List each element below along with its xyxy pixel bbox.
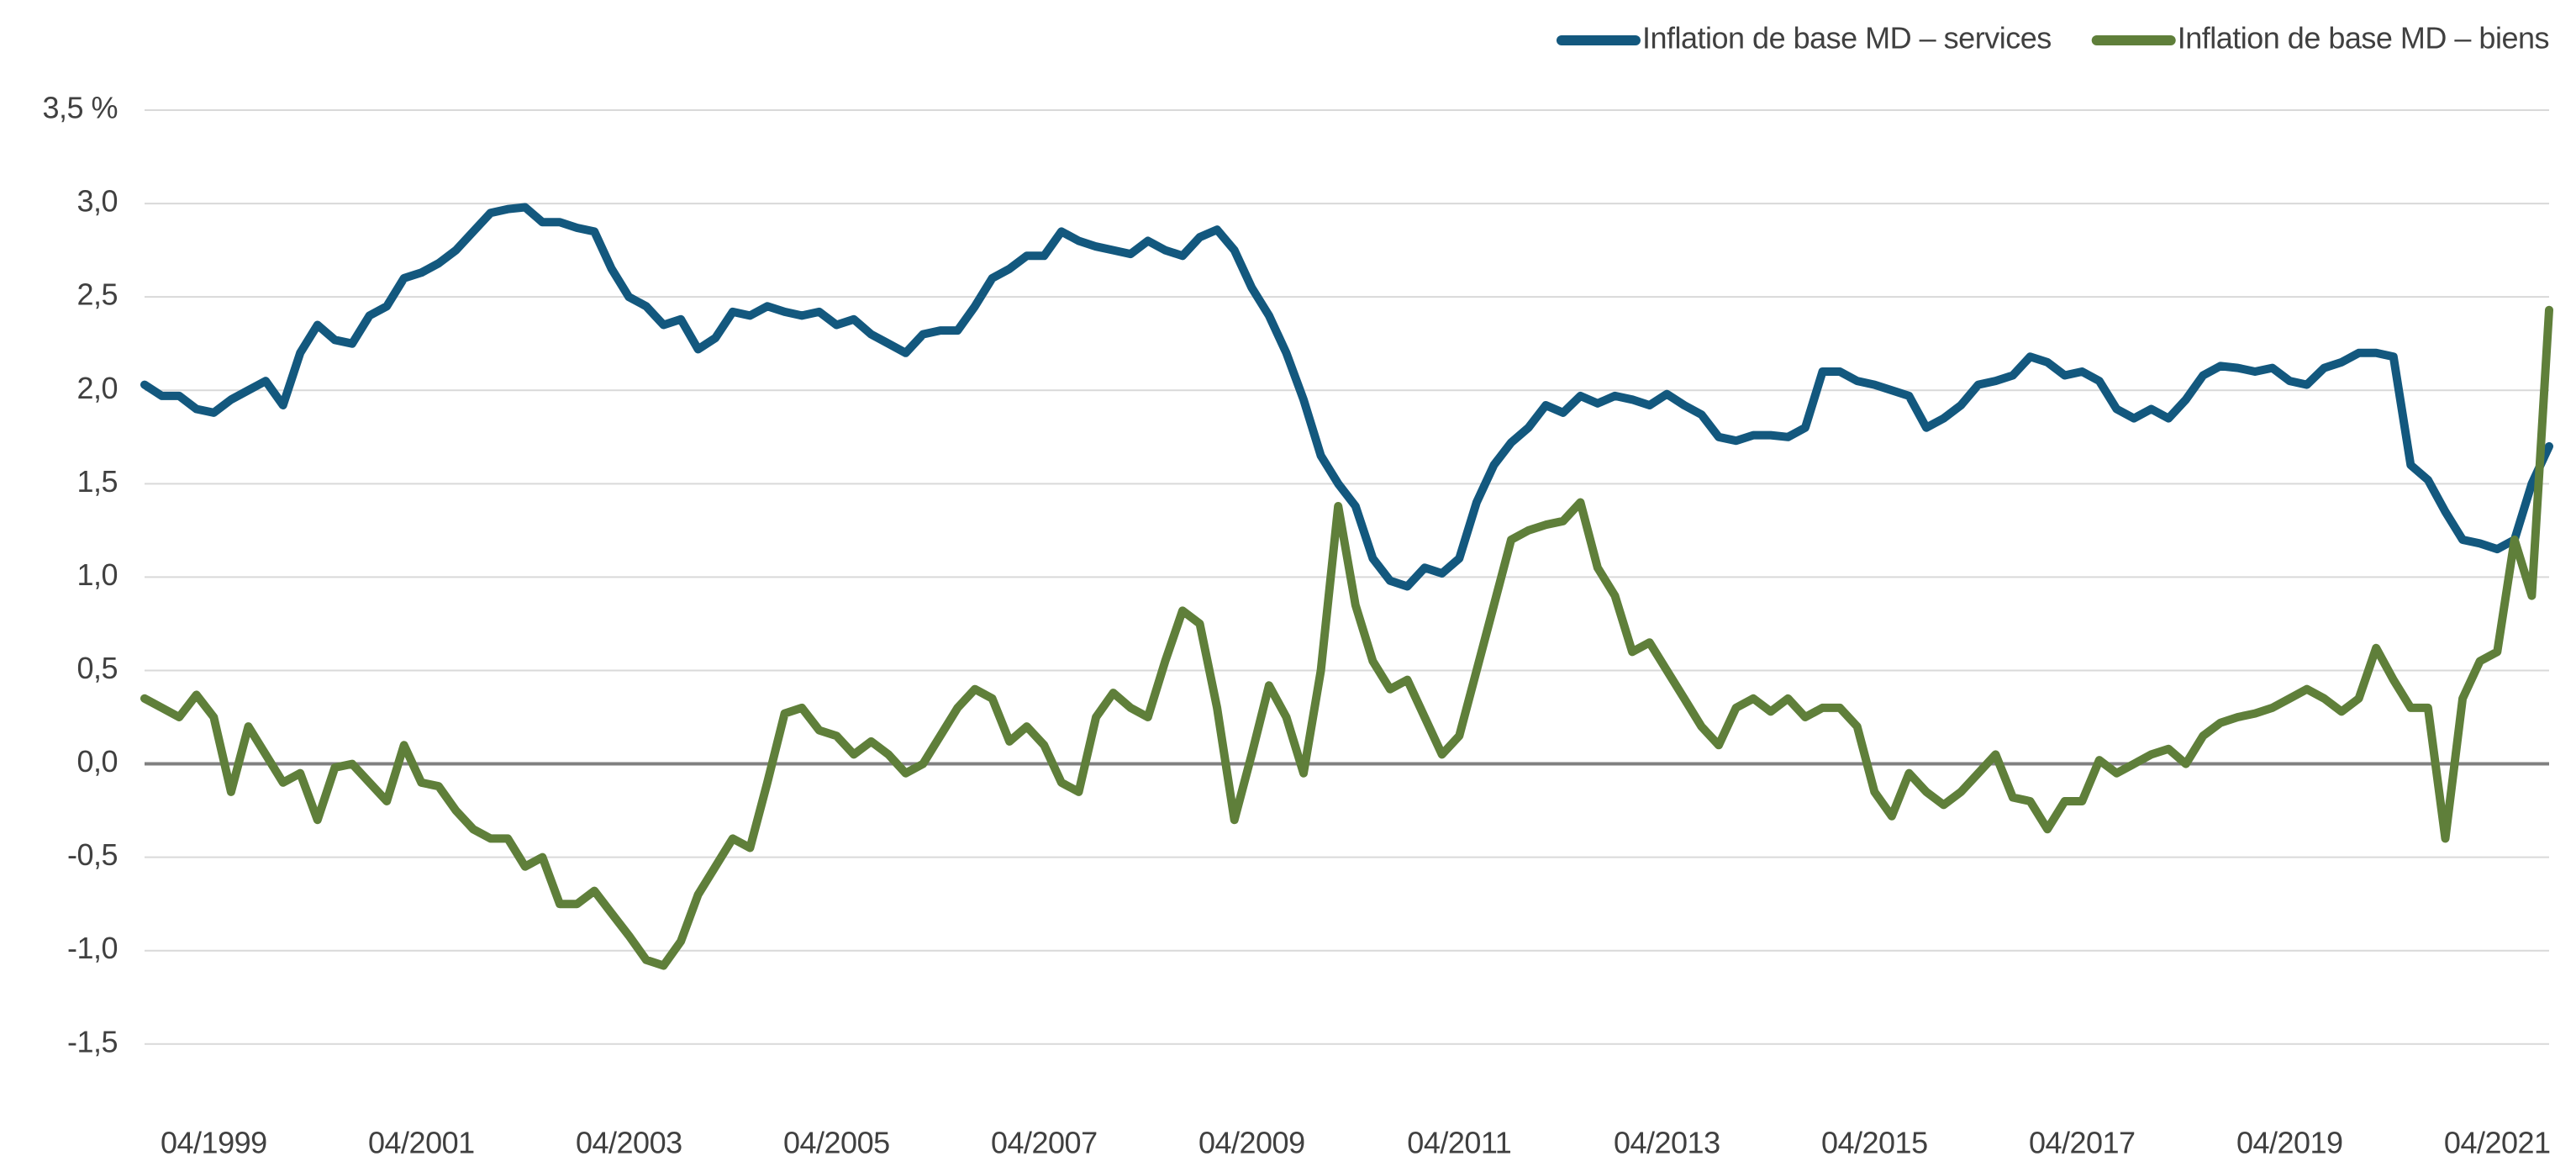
x-tick-label: 04/2017 xyxy=(2029,1126,2136,1160)
x-tick-label: 04/1999 xyxy=(161,1126,267,1160)
y-tick-label: 3,5 % xyxy=(42,91,118,125)
y-tick-label: 0,5 xyxy=(76,651,118,685)
x-tick-label: 04/2011 xyxy=(1407,1126,1511,1160)
series-line xyxy=(140,203,2553,591)
x-tick-label: 04/2015 xyxy=(1821,1126,1928,1160)
y-tick-label: 2,5 xyxy=(76,277,118,312)
x-tick-label: 04/2001 xyxy=(368,1126,475,1160)
series-line xyxy=(140,305,2553,970)
y-tick-label: 2,0 xyxy=(76,371,118,405)
y-tick-label: -1,5 xyxy=(67,1024,118,1058)
y-tick-label: -0,5 xyxy=(67,837,118,872)
y-tick-label: 0,0 xyxy=(76,744,118,779)
x-tick-label: 04/2005 xyxy=(783,1126,890,1160)
x-tick-label: 04/2003 xyxy=(576,1126,682,1160)
x-tick-label: 04/2007 xyxy=(991,1126,1098,1160)
legend-label: Inflation de base MD – biens xyxy=(2178,21,2549,55)
y-tick-label: 1,5 xyxy=(76,464,118,499)
legend-label: Inflation de base MD – services xyxy=(1642,21,2052,55)
x-tick-label: 04/2019 xyxy=(2236,1126,2343,1160)
x-tick-label: 04/2013 xyxy=(1614,1126,1720,1160)
x-tick-label: 04/2009 xyxy=(1198,1126,1305,1160)
y-tick-label: 1,0 xyxy=(76,557,118,592)
y-tick-label: -1,0 xyxy=(67,931,118,965)
y-tick-label: 3,0 xyxy=(76,184,118,219)
x-tick-label: 04/2021 xyxy=(2444,1126,2551,1160)
